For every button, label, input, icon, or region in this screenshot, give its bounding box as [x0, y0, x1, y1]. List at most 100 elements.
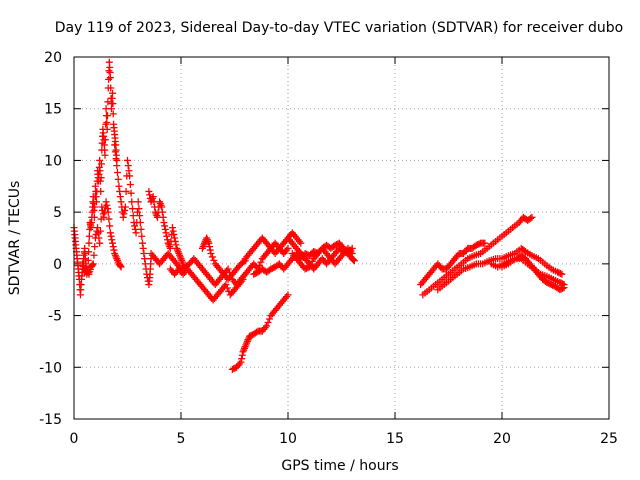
data-point-marker — [124, 162, 132, 170]
data-point-marker — [128, 198, 136, 206]
data-point-marker — [172, 241, 180, 249]
data-point-marker — [126, 181, 134, 189]
data-point-marker — [124, 156, 131, 164]
data-point-marker — [85, 248, 93, 256]
data-point-marker — [558, 270, 566, 278]
data-point-marker — [109, 243, 117, 251]
series-4 — [145, 187, 187, 268]
series-11 — [284, 234, 356, 273]
data-point-marker — [109, 239, 117, 247]
data-point-marker — [116, 187, 124, 195]
data-point-marker — [129, 212, 137, 220]
data-point-marker — [113, 162, 121, 170]
data-point-marker — [136, 212, 144, 220]
data-point-marker — [264, 318, 272, 326]
data-point-marker — [92, 198, 100, 206]
data-point-marker — [169, 227, 177, 235]
data-point-marker — [238, 355, 246, 363]
data-point-marker — [97, 160, 105, 168]
data-point-marker — [114, 175, 122, 183]
data-point-marker — [104, 112, 112, 120]
data-point-marker — [237, 358, 245, 366]
data-point-marker — [161, 222, 169, 230]
x-tick-label: 5 — [177, 431, 186, 447]
data-point-marker — [139, 244, 147, 252]
data-point-marker — [127, 189, 135, 197]
data-point-marker — [96, 227, 104, 235]
data-point-marker — [121, 203, 129, 211]
data-point-marker — [90, 206, 98, 214]
series-13 — [417, 239, 489, 289]
data-point-marker — [163, 232, 171, 240]
x-tick-label: 25 — [600, 431, 618, 447]
y-tick-label: 0 — [53, 257, 62, 273]
data-point-marker — [527, 214, 535, 222]
data-point-marker — [140, 250, 148, 258]
data-point-marker — [89, 260, 97, 268]
data-point-marker — [106, 74, 114, 82]
data-point-marker — [100, 213, 108, 221]
data-point-marker — [96, 167, 104, 175]
data-point-marker — [171, 234, 179, 242]
data-point-marker — [105, 215, 113, 223]
data-point-marker — [160, 218, 168, 226]
data-point-marker — [138, 239, 146, 247]
data-point-marker — [84, 256, 92, 264]
data-point-marker — [297, 239, 305, 247]
data-point-marker — [162, 229, 170, 237]
data-point-marker — [135, 205, 143, 213]
data-point-marker — [159, 213, 167, 221]
data-point-marker — [166, 244, 174, 252]
x-tick-label: 0 — [70, 431, 79, 447]
data-point-marker — [158, 208, 166, 216]
data-point-marker — [284, 291, 292, 299]
data-point-marker — [227, 272, 235, 280]
data-point-marker — [350, 257, 358, 265]
data-point-marker — [161, 225, 169, 233]
data-point-marker — [206, 246, 214, 254]
data-point-marker — [528, 213, 536, 221]
data-point-marker — [111, 141, 119, 149]
data-point-marker — [103, 119, 111, 127]
series-14 — [419, 213, 536, 299]
data-point-marker — [226, 268, 234, 276]
data-point-marker — [207, 250, 215, 258]
data-point-marker — [556, 270, 564, 278]
y-tick-label: 15 — [44, 102, 62, 118]
data-point-marker — [350, 256, 358, 264]
data-point-marker — [141, 255, 149, 263]
series-3 — [111, 141, 155, 289]
data-point-marker — [96, 177, 104, 185]
data-point-marker — [97, 187, 105, 195]
series-8 — [241, 229, 305, 263]
data-point-marker — [128, 205, 136, 213]
series-12 — [288, 239, 356, 273]
data-point-marker — [121, 206, 129, 214]
data-series — [70, 58, 568, 373]
data-point-marker — [104, 205, 112, 213]
y-tick-labels: -15 -10 -5 0 5 10 15 20 — [39, 50, 62, 428]
x-tick-label: 20 — [493, 431, 511, 447]
data-point-marker — [120, 210, 128, 218]
data-point-marker — [116, 262, 124, 270]
data-point-marker — [349, 255, 357, 263]
data-point-marker — [145, 187, 153, 195]
data-point-marker — [91, 243, 99, 251]
x-axis-label: GPS time / hours — [281, 458, 398, 474]
data-point-marker — [134, 198, 142, 206]
data-point-marker — [284, 244, 292, 252]
data-point-marker — [119, 213, 127, 221]
data-point-marker — [125, 167, 133, 175]
data-point-marker — [115, 182, 123, 190]
data-point-marker — [222, 281, 230, 289]
data-point-marker — [108, 236, 116, 244]
data-point-marker — [257, 258, 265, 266]
data-point-marker — [348, 244, 356, 252]
y-tick-label: 20 — [44, 50, 62, 66]
data-point-marker — [89, 261, 97, 269]
data-point-marker — [106, 222, 114, 230]
data-point-marker — [114, 168, 122, 176]
data-point-marker — [103, 201, 111, 209]
data-point-marker — [126, 172, 134, 180]
data-point-marker — [103, 125, 111, 133]
